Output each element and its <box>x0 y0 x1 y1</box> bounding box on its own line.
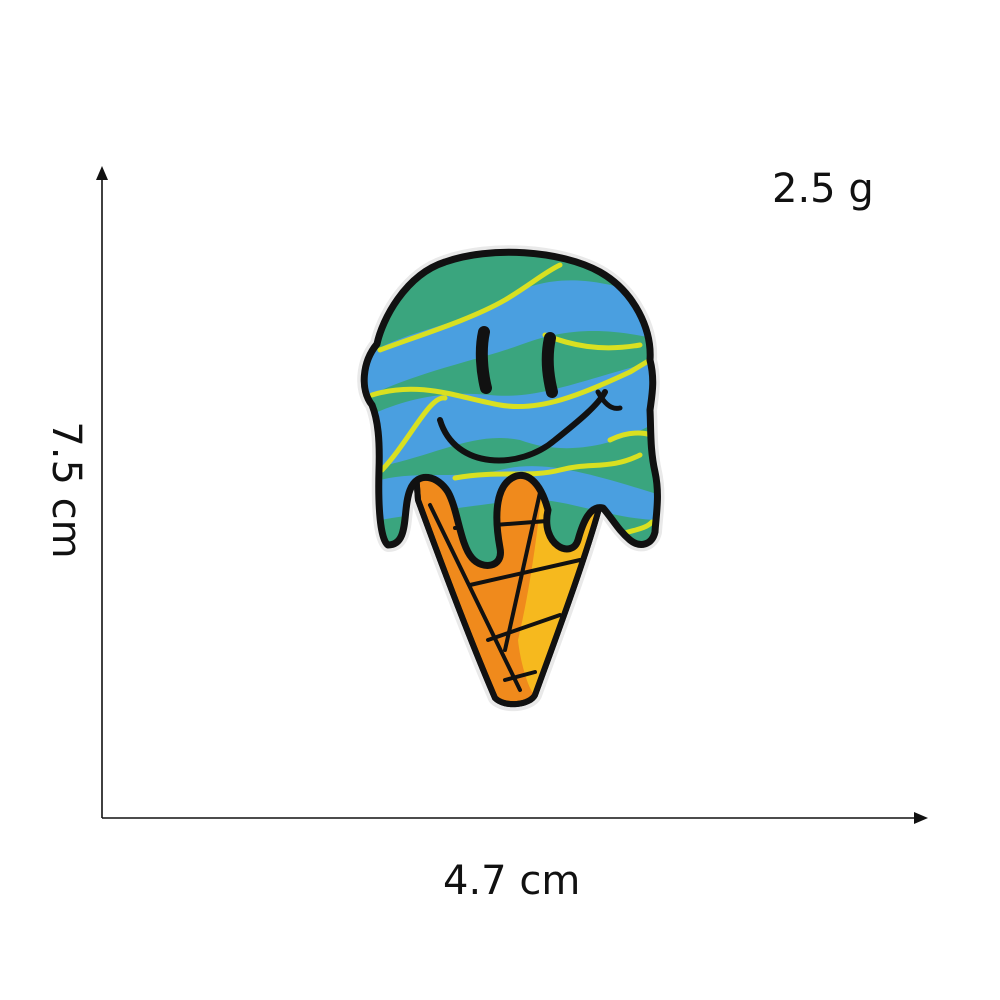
right-eye <box>541 332 558 398</box>
melting-ice-cream-smiley-patch-icon <box>357 245 665 712</box>
horizontal-axis-arrow <box>914 812 928 824</box>
vertical-axis-arrow <box>96 166 108 180</box>
smile <box>437 389 608 464</box>
smiley-face <box>437 326 623 464</box>
height-dimension-label: 7.5 cm <box>43 421 89 559</box>
dimension-axes <box>96 166 928 824</box>
left-eye <box>475 326 492 394</box>
weight-label: 2.5 g <box>772 166 874 212</box>
width-dimension-label: 4.7 cm <box>443 858 581 904</box>
